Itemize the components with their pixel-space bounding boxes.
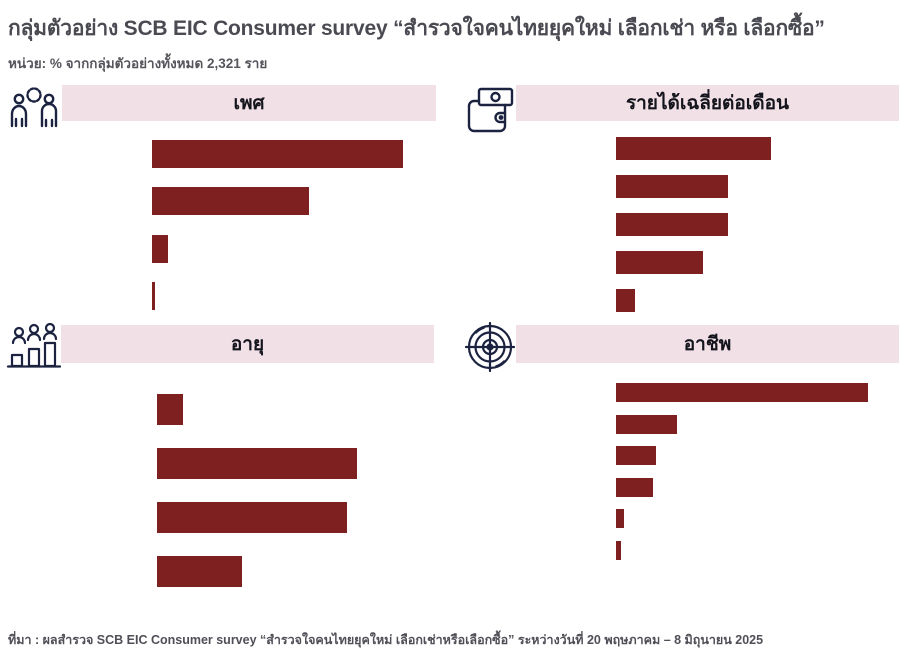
bar <box>616 509 625 529</box>
panel-header-age: อายุ <box>61 325 434 363</box>
panel-header-gender: เพศ <box>62 85 436 121</box>
bar <box>152 140 403 168</box>
bar-chart-age <box>157 394 357 587</box>
bar-chart-occupation <box>616 383 868 560</box>
bar <box>616 477 654 497</box>
panel-title-income: รายได้เฉลี่ยต่อเดือน <box>625 93 790 114</box>
bar <box>616 289 636 312</box>
source-note: ที่มา : ผลสำรวจ SCB EIC Consumer survey … <box>8 633 764 647</box>
bar-chart-gender <box>152 140 403 310</box>
bar <box>616 251 704 274</box>
bar <box>152 281 155 310</box>
bar <box>157 556 242 587</box>
bar <box>616 213 728 236</box>
bar <box>616 414 677 434</box>
bar-chart-income <box>616 137 772 312</box>
bar <box>616 540 621 560</box>
bar <box>616 383 868 402</box>
bar <box>152 234 169 263</box>
people-age-icon <box>6 323 62 369</box>
compass-occupation-icon <box>464 322 516 372</box>
bar <box>152 187 310 216</box>
bar <box>616 137 772 160</box>
wallet-income-icon <box>466 87 516 133</box>
panel-header-occupation: อาชีพ <box>516 325 899 363</box>
panel-title-occupation: อาชีพ <box>683 334 732 355</box>
bar <box>157 448 357 479</box>
bar <box>157 502 347 533</box>
panel-title-age: อายุ <box>230 334 265 355</box>
unit-note: หน่วย: % จากกลุ่มตัวอย่างทั้งหมด 2,321 ร… <box>8 56 268 71</box>
bar <box>157 394 183 425</box>
panel-title-gender: เพศ <box>233 93 265 114</box>
page-title: กลุ่มตัวอย่าง SCB EIC Consumer survey “ส… <box>8 17 825 40</box>
panel-header-income: รายได้เฉลี่ยต่อเดือน <box>516 85 899 121</box>
bar <box>616 446 656 466</box>
gender-icon <box>8 86 60 128</box>
bar <box>616 175 728 198</box>
